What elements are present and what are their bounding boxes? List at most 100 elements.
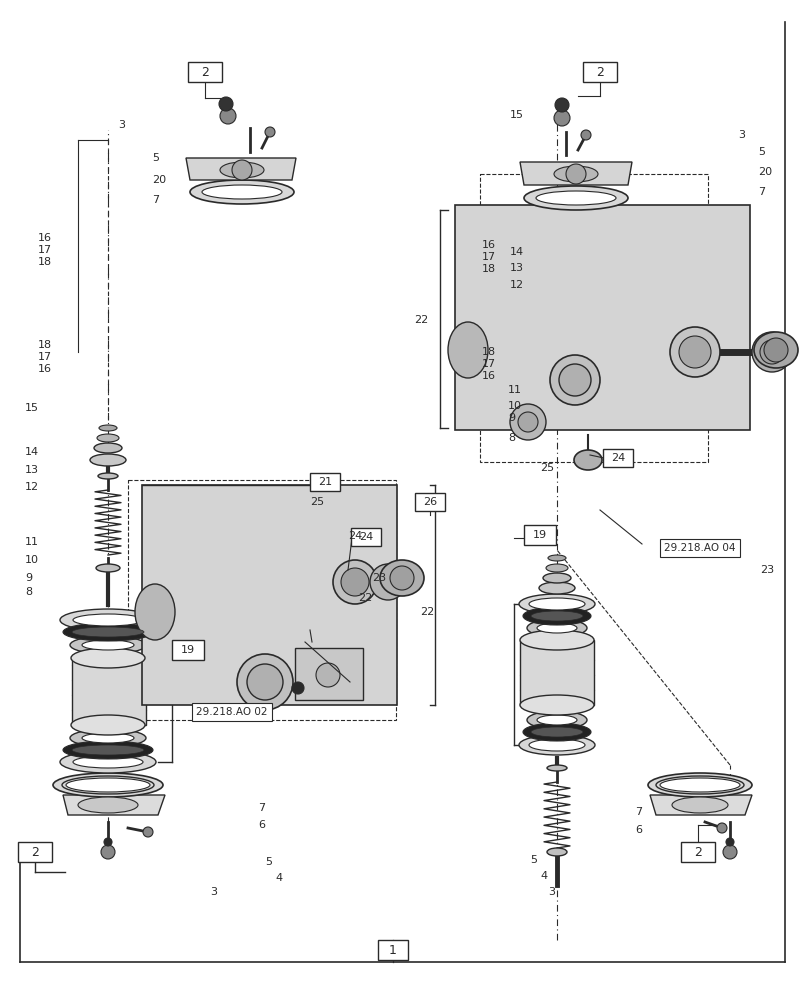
Ellipse shape (574, 450, 602, 470)
Text: 14: 14 (25, 447, 39, 457)
Circle shape (518, 412, 538, 432)
Ellipse shape (547, 765, 567, 771)
Ellipse shape (71, 715, 145, 735)
Circle shape (764, 338, 788, 362)
Text: 16: 16 (482, 240, 496, 250)
Circle shape (726, 838, 734, 846)
Text: 17: 17 (38, 245, 53, 255)
Ellipse shape (660, 778, 740, 792)
Ellipse shape (94, 443, 122, 453)
Text: 16: 16 (38, 233, 52, 243)
Ellipse shape (531, 727, 583, 737)
Text: 3: 3 (738, 130, 745, 140)
Ellipse shape (96, 564, 120, 572)
Bar (172, 640, 204, 660)
Text: 3: 3 (548, 887, 555, 897)
Bar (72, 658, 146, 725)
Circle shape (341, 568, 369, 596)
Text: 18: 18 (38, 340, 53, 350)
Polygon shape (520, 162, 632, 185)
Bar (18, 842, 52, 862)
Text: 23: 23 (760, 565, 774, 575)
Ellipse shape (537, 715, 577, 725)
Circle shape (232, 160, 252, 180)
Ellipse shape (519, 594, 595, 614)
Text: 5: 5 (530, 855, 537, 865)
Circle shape (554, 110, 570, 126)
Ellipse shape (60, 609, 156, 631)
Text: 24: 24 (611, 453, 625, 463)
Text: 14: 14 (510, 247, 524, 257)
Text: 22: 22 (358, 593, 372, 603)
Text: 13: 13 (25, 465, 39, 475)
Bar (351, 528, 381, 546)
Ellipse shape (648, 773, 752, 797)
Text: 20: 20 (758, 167, 772, 177)
Text: 6: 6 (635, 825, 642, 835)
Ellipse shape (543, 573, 571, 583)
Ellipse shape (53, 773, 163, 797)
Text: 24: 24 (359, 532, 373, 542)
Text: 4: 4 (540, 871, 547, 881)
Text: 19: 19 (533, 530, 547, 540)
Circle shape (559, 364, 591, 396)
Text: 2: 2 (694, 846, 702, 858)
Text: 2: 2 (596, 66, 604, 79)
Ellipse shape (524, 186, 628, 210)
Text: 13: 13 (510, 263, 524, 273)
Ellipse shape (539, 582, 575, 594)
Text: 12: 12 (510, 280, 524, 290)
Text: 17: 17 (38, 352, 53, 362)
Ellipse shape (548, 555, 566, 561)
Ellipse shape (519, 735, 595, 755)
Bar (188, 62, 222, 82)
Circle shape (104, 838, 112, 846)
Bar (310, 473, 340, 491)
Text: 29.218.AO 04: 29.218.AO 04 (664, 543, 736, 553)
Text: 9: 9 (508, 413, 516, 423)
Circle shape (717, 823, 727, 833)
Text: 21: 21 (318, 477, 332, 487)
Ellipse shape (537, 623, 577, 633)
Ellipse shape (90, 454, 126, 466)
Ellipse shape (547, 848, 567, 856)
Text: 7: 7 (258, 803, 265, 813)
Text: 7: 7 (635, 807, 642, 817)
Ellipse shape (70, 729, 146, 747)
Text: 2: 2 (201, 66, 209, 79)
Text: 5: 5 (152, 153, 159, 163)
Text: 25: 25 (540, 463, 554, 473)
Text: 6: 6 (258, 820, 265, 830)
Bar (415, 493, 445, 511)
Bar (455, 205, 750, 430)
Bar (520, 640, 594, 705)
Ellipse shape (752, 332, 792, 372)
Ellipse shape (546, 564, 568, 572)
Circle shape (247, 664, 283, 700)
Ellipse shape (520, 630, 594, 650)
Text: 3: 3 (210, 887, 217, 897)
Text: 16: 16 (38, 364, 52, 374)
Text: 29.218.AO 02: 29.218.AO 02 (196, 707, 267, 717)
Circle shape (292, 682, 304, 694)
Ellipse shape (554, 166, 598, 182)
Ellipse shape (72, 627, 144, 637)
Text: 26: 26 (423, 497, 437, 507)
Polygon shape (63, 795, 165, 815)
Ellipse shape (60, 751, 156, 773)
Text: 24: 24 (348, 531, 362, 541)
Ellipse shape (71, 648, 145, 668)
Text: 18: 18 (482, 264, 496, 274)
Text: 11: 11 (508, 385, 522, 395)
Text: 15: 15 (25, 403, 39, 413)
Ellipse shape (754, 332, 798, 368)
Text: 18: 18 (38, 257, 53, 267)
Text: 8: 8 (25, 587, 32, 597)
Text: 16: 16 (482, 371, 496, 381)
Text: 2: 2 (31, 846, 39, 858)
Circle shape (555, 98, 569, 112)
Bar (681, 842, 715, 862)
Text: 5: 5 (265, 857, 272, 867)
Ellipse shape (529, 739, 585, 751)
Bar (142, 485, 397, 705)
